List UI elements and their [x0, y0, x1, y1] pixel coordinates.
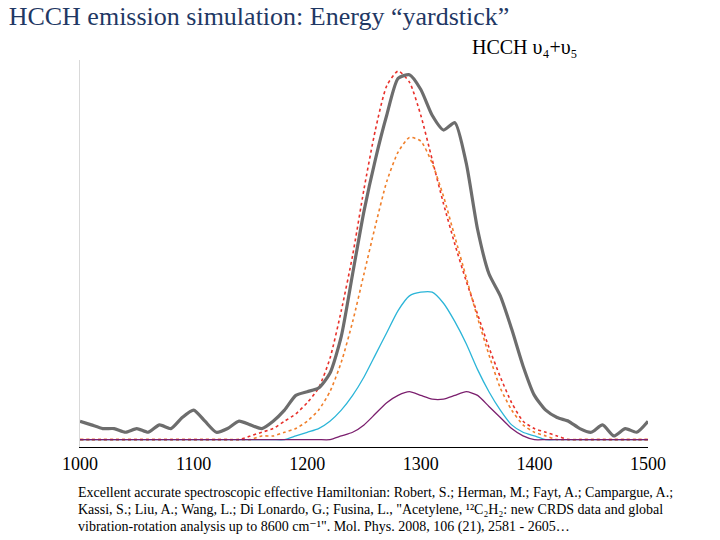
html-text:Excellent accurate spectroscop: Excellent accurate spectroscopic effecti… [78, 485, 674, 534]
svg-text:1300: 1300 [403, 454, 439, 474]
svg-text:1200: 1200 [289, 454, 325, 474]
svg-text:HCCH υ₄+υ₅: HCCH υ₄+υ₅ [472, 36, 578, 58]
svg-text:1100: 1100 [176, 454, 211, 474]
svg-text:1000: 1000 [62, 454, 98, 474]
svg-text:HCCH emission simulation: Ener: HCCH emission simulation: Energy “yardst… [9, 2, 510, 31]
svg-text:1400: 1400 [516, 454, 552, 474]
svg-text:1500: 1500 [630, 454, 666, 474]
